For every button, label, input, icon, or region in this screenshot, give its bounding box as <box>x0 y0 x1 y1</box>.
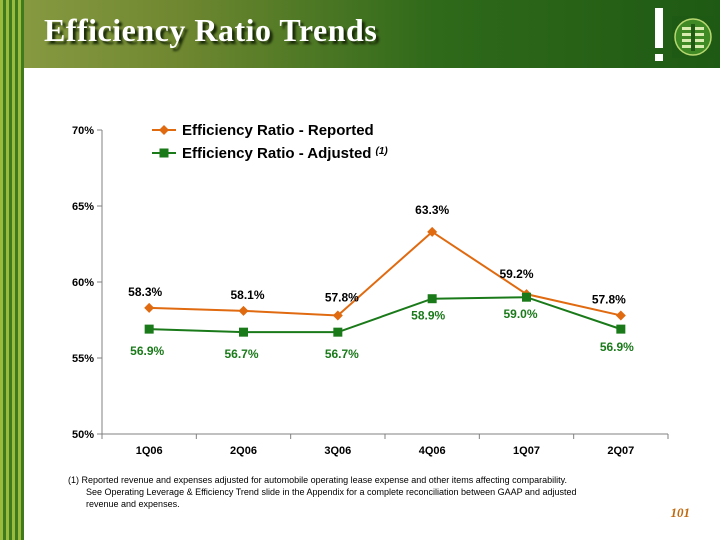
data-label-reported: 63.3% <box>415 203 449 217</box>
chart-legend: Efficiency Ratio - Reported Efficiency Ra… <box>152 122 388 162</box>
footnote-line-1: (1) Reported revenue and expenses adjust… <box>68 475 567 485</box>
x-tick-label: 2Q06 <box>230 445 257 457</box>
y-tick-label: 50% <box>72 429 94 441</box>
data-label-adjusted: 59.0% <box>503 307 537 321</box>
data-labels: 58.3% 58.1% 57.8% 63.3% 59.2% 57.8% 56.9% 56.7%… <box>128 203 634 361</box>
y-axis-ticks: 50% 55% 60% 65% 70% <box>72 125 102 441</box>
footnote: (1) Reported revenue and expenses adjust… <box>68 474 648 510</box>
data-point-adjusted <box>239 327 248 337</box>
data-label-reported: 58.1% <box>230 288 264 302</box>
left-stripe-decoration <box>0 0 24 540</box>
data-point-adjusted <box>427 294 437 304</box>
data-point-reported <box>144 302 155 313</box>
data-point-reported <box>332 310 343 321</box>
x-tick-label: 1Q07 <box>513 445 540 457</box>
x-tick-label: 1Q06 <box>136 445 163 457</box>
series-line-reported <box>149 230 622 317</box>
data-label-adjusted: 56.9% <box>600 340 634 354</box>
legend-footnote-marker: (1) <box>375 146 388 157</box>
exclamation-mark-icon <box>655 8 663 61</box>
legend-label: Efficiency Ratio - Adjusted (1) <box>182 145 388 162</box>
series-markers <box>144 226 626 337</box>
y-tick-label: 55% <box>72 353 94 365</box>
data-point-adjusted <box>333 327 343 337</box>
efficiency-ratio-line-chart: 50% 55% 60% 65% 70% 1Q06 2Q06 3Q06 4Q06 1Q07 2Q07… <box>72 122 669 457</box>
data-label-adjusted: 58.9% <box>411 309 445 323</box>
x-tick-label: 4Q06 <box>419 445 446 457</box>
data-label-adjusted: 56.9% <box>130 344 164 358</box>
series-lines <box>149 230 622 334</box>
data-label-reported: 58.3% <box>128 285 162 299</box>
page-title: Efficiency Ratio Trends <box>44 12 378 48</box>
legend-label: Efficiency Ratio - Reported <box>182 122 374 139</box>
series-line-adjusted <box>149 296 622 334</box>
corporate-logo-icon <box>672 16 714 58</box>
data-point-adjusted <box>616 324 626 334</box>
data-label-reported: 59.2% <box>499 267 533 281</box>
data-point-adjusted <box>144 324 154 334</box>
x-axis-ticks: 1Q06 2Q06 3Q06 4Q06 1Q07 2Q07 <box>101 434 669 457</box>
page-number: 101 <box>670 505 691 520</box>
data-label-adjusted: 56.7% <box>224 347 258 361</box>
footnote-line-2: See Operating Leverage & Efficiency Tren… <box>86 487 577 497</box>
y-tick-label: 70% <box>72 125 94 137</box>
data-point-reported <box>615 310 626 321</box>
data-point-reported <box>238 305 249 316</box>
footnote-line-3: revenue and expenses. <box>86 499 180 509</box>
data-label-reported: 57.8% <box>592 292 626 306</box>
legend-marker-reported <box>159 125 169 135</box>
header-bar <box>0 0 720 68</box>
x-tick-label: 2Q07 <box>607 445 634 457</box>
y-tick-label: 60% <box>72 277 94 289</box>
chart-axes <box>101 130 668 435</box>
legend-marker-adjusted <box>159 148 169 158</box>
data-point-adjusted <box>522 292 531 302</box>
data-point-reported <box>427 226 438 237</box>
y-tick-label: 65% <box>72 201 94 213</box>
data-label-reported: 57.8% <box>325 290 359 304</box>
x-tick-label: 3Q06 <box>324 445 351 457</box>
data-label-adjusted: 56.7% <box>325 347 359 361</box>
